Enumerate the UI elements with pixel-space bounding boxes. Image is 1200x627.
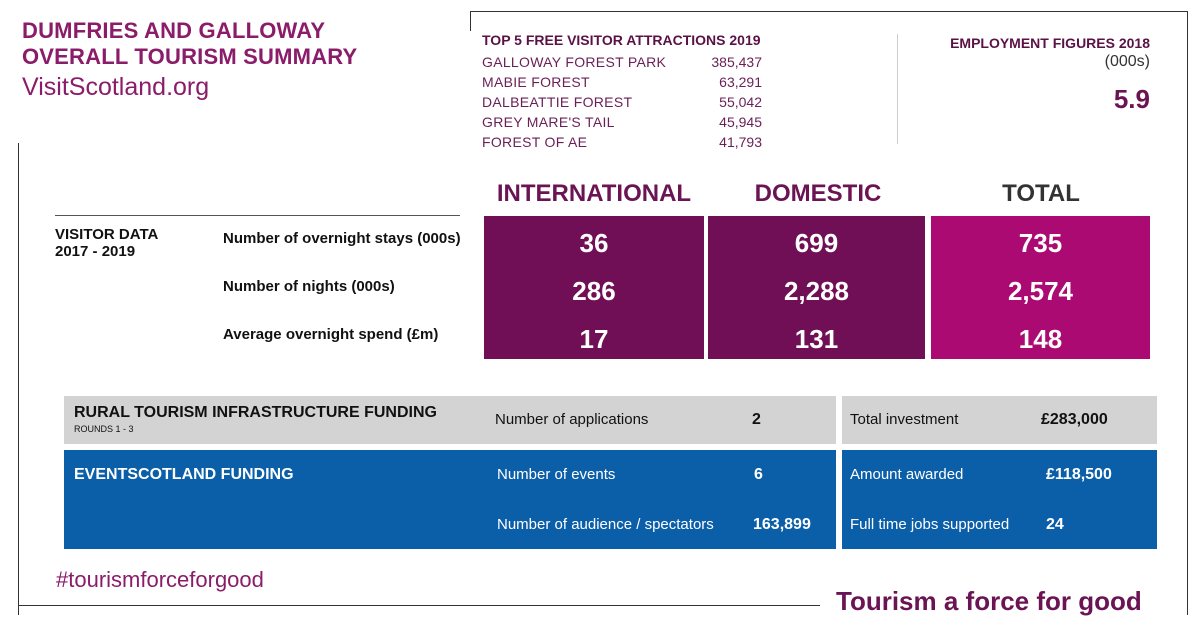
employment-divider	[897, 34, 898, 144]
international-column: 36 286 17	[484, 216, 704, 359]
title-line-2: OVERALL TOURISM SUMMARY	[22, 44, 358, 69]
frame-top-line	[470, 11, 1188, 12]
table-cell: 36	[579, 228, 609, 258]
events-funding-panel	[64, 450, 836, 549]
attraction-visitors: 385,437	[711, 54, 762, 70]
employment-value: 5.9	[1113, 84, 1150, 114]
list-item: DALBEATTIE FOREST 55,042	[482, 92, 762, 112]
column-header-total: TOTAL	[1002, 180, 1080, 207]
rural-funding-panel	[64, 396, 836, 444]
table-cell: 735	[1018, 228, 1063, 258]
attractions-list: GALLOWAY FOREST PARK 385,437 MABIE FORES…	[482, 52, 762, 152]
applications-label: Number of applications	[495, 411, 649, 428]
attraction-name: GREY MARE'S TAIL	[482, 114, 615, 130]
rural-investment-panel	[842, 396, 1157, 444]
awarded-label: Amount awarded	[850, 466, 964, 483]
table-cell: 2,574	[1007, 276, 1074, 306]
table-cell: 2,288	[783, 276, 850, 306]
rural-funding-subtitle: ROUNDS 1 - 3	[74, 424, 134, 434]
attraction-name: FOREST OF AE	[482, 134, 588, 150]
list-item: GREY MARE'S TAIL 45,945	[482, 112, 762, 132]
attraction-visitors: 41,793	[719, 134, 762, 150]
list-item: GALLOWAY FOREST PARK 385,437	[482, 52, 762, 72]
attraction-name: MABIE FOREST	[482, 74, 590, 90]
tagline: Tourism a force for good	[836, 586, 1142, 616]
employment-heading: EMPLOYMENT FIGURES 2018	[950, 35, 1150, 51]
attraction-visitors: 45,945	[719, 114, 762, 130]
frame-left-upper-line	[470, 11, 471, 31]
site-link[interactable]: VisitScotland.org	[22, 73, 210, 101]
frame-right-line	[1187, 11, 1188, 615]
table-cell: 699	[794, 228, 839, 258]
table-cell: 286	[572, 276, 616, 306]
audience-label: Number of audience / spectators	[497, 516, 714, 533]
visitor-data-label: VISITOR DATA 2017 - 2019	[55, 226, 158, 260]
applications-value: 2	[752, 411, 761, 428]
jobs-value: 24	[1046, 516, 1064, 533]
row-label-spend: Average overnight spend (£m)	[223, 326, 439, 343]
frame-left-line	[18, 143, 19, 615]
investment-value: £283,000	[1041, 411, 1108, 428]
visitor-data-title: VISITOR DATA	[55, 226, 159, 243]
events-funding-title: EVENTSCOTLAND FUNDING	[74, 466, 294, 483]
audience-value: 163,899	[753, 516, 811, 533]
list-item: FOREST OF AE 41,793	[482, 132, 762, 152]
title-line-1: DUMFRIES AND GALLOWAY	[22, 18, 326, 43]
visitor-data-rule	[55, 215, 460, 216]
row-label-nights: Number of nights (000s)	[223, 278, 395, 295]
attraction-visitors: 55,042	[719, 94, 762, 110]
investment-label: Total investment	[850, 411, 959, 428]
table-cell: 17	[579, 324, 609, 354]
employment-unit: (000s)	[1104, 53, 1150, 70]
column-header-domestic: DOMESTIC	[754, 180, 882, 207]
column-header-international: INTERNATIONAL	[496, 180, 692, 207]
attractions-heading: TOP 5 FREE VISITOR ATTRACTIONS 2019	[482, 32, 761, 48]
frame-bottom-line	[18, 605, 820, 606]
attraction-name: DALBEATTIE FOREST	[482, 94, 633, 110]
row-label-overnight-stays: Number of overnight stays (000s)	[223, 230, 461, 247]
list-item: MABIE FOREST 63,291	[482, 72, 762, 92]
page-title: DUMFRIES AND GALLOWAY OVERALL TOURISM SU…	[22, 18, 357, 70]
jobs-label: Full time jobs supported	[850, 516, 1010, 533]
events-label: Number of events	[497, 466, 616, 483]
visitor-data-years: 2017 - 2019	[55, 243, 136, 260]
awarded-value: £118,500	[1046, 466, 1112, 483]
attraction-visitors: 63,291	[719, 74, 762, 90]
events-value: 6	[754, 466, 763, 483]
hashtag: #tourismforceforgood	[56, 567, 264, 592]
table-cell: 148	[1018, 324, 1063, 354]
table-cell: 131	[794, 324, 839, 354]
events-award-panel	[842, 450, 1157, 549]
domestic-column: 699 2,288 131	[708, 216, 925, 359]
attraction-name: GALLOWAY FOREST PARK	[482, 54, 667, 70]
rural-funding-title: RURAL TOURISM INFRASTRUCTURE FUNDING	[74, 404, 437, 421]
total-column: 735 2,574 148	[931, 216, 1150, 359]
